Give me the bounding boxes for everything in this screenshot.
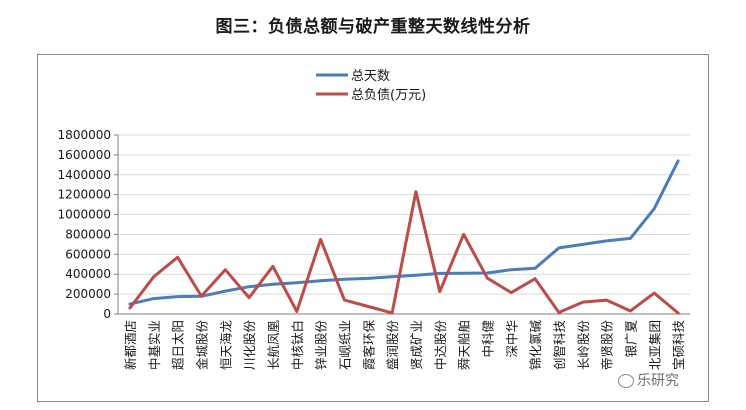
y-tick-label: 0 [103,307,111,321]
x-tick-label: 北亚集团 [647,320,662,370]
x-tick-label: 深中华 [504,320,519,358]
x-tick-label: 锌业股份 [314,320,329,371]
y-tick-label: 1600000 [58,148,111,162]
x-tick-label: 新都酒店 [123,320,138,370]
y-tick-label: 1000000 [58,208,111,222]
x-tick-label: 盛润股份 [385,320,400,371]
x-tick-label: 川化股份 [242,320,257,371]
x-tick-label: 中科健 [480,320,495,358]
chat-bubble-icon [618,374,634,388]
x-tick-label: 银广夏 [623,320,638,358]
x-tick-label: 石岘纸业 [337,320,352,370]
x-tick-label: 长岭股份 [576,320,591,371]
x-tick-label: 霞客环保 [361,320,376,371]
x-tick-label: 恒天海龙 [218,320,233,370]
y-tick-label: 1400000 [58,168,111,182]
x-tick-label: 舜天船舶 [457,320,472,370]
legend-label: 总天数 [351,69,390,84]
x-tick-label: 中核钛白 [290,320,305,370]
line-chart: 0 200000 400000 600000 800000 1000000 1200000 1… [58,69,690,371]
watermark: 乐研究 [618,370,679,390]
series-line-2 [128,190,680,315]
y-tick-label: 1800000 [58,128,111,142]
y-tick-label: 600000 [65,247,111,261]
series-line-1 [128,159,680,306]
x-tick-label: 中达股份 [433,320,448,371]
x-tick-label: 锦化氯碱 [528,320,543,371]
x-tick-label: 宝硕科技 [671,320,686,371]
x-tick-label: 创智科技 [552,320,567,371]
y-tick-label: 200000 [65,287,111,301]
x-tick-label: 超日太阳 [171,320,186,370]
x-tick-label: 贤成矿业 [409,320,424,370]
legend-label: 总负债(万元) [351,88,426,103]
y-tick-label: 1200000 [58,188,111,202]
chart-area: 0 200000 400000 600000 800000 1000000 1200000 1… [37,54,709,402]
x-tick-label: 金城股份 [194,320,209,371]
watermark-text: 乐研究 [637,373,679,389]
chart-title: 图三：负债总额与破产重整天数线性分析 [215,17,531,37]
x-tick-label: 中基实业 [147,320,162,370]
y-tick-label: 400000 [65,267,111,281]
x-tick-label: 长航凤凰 [266,320,281,371]
y-tick-label: 800000 [65,227,111,241]
x-tick-label: 帝贤股份 [600,320,615,371]
